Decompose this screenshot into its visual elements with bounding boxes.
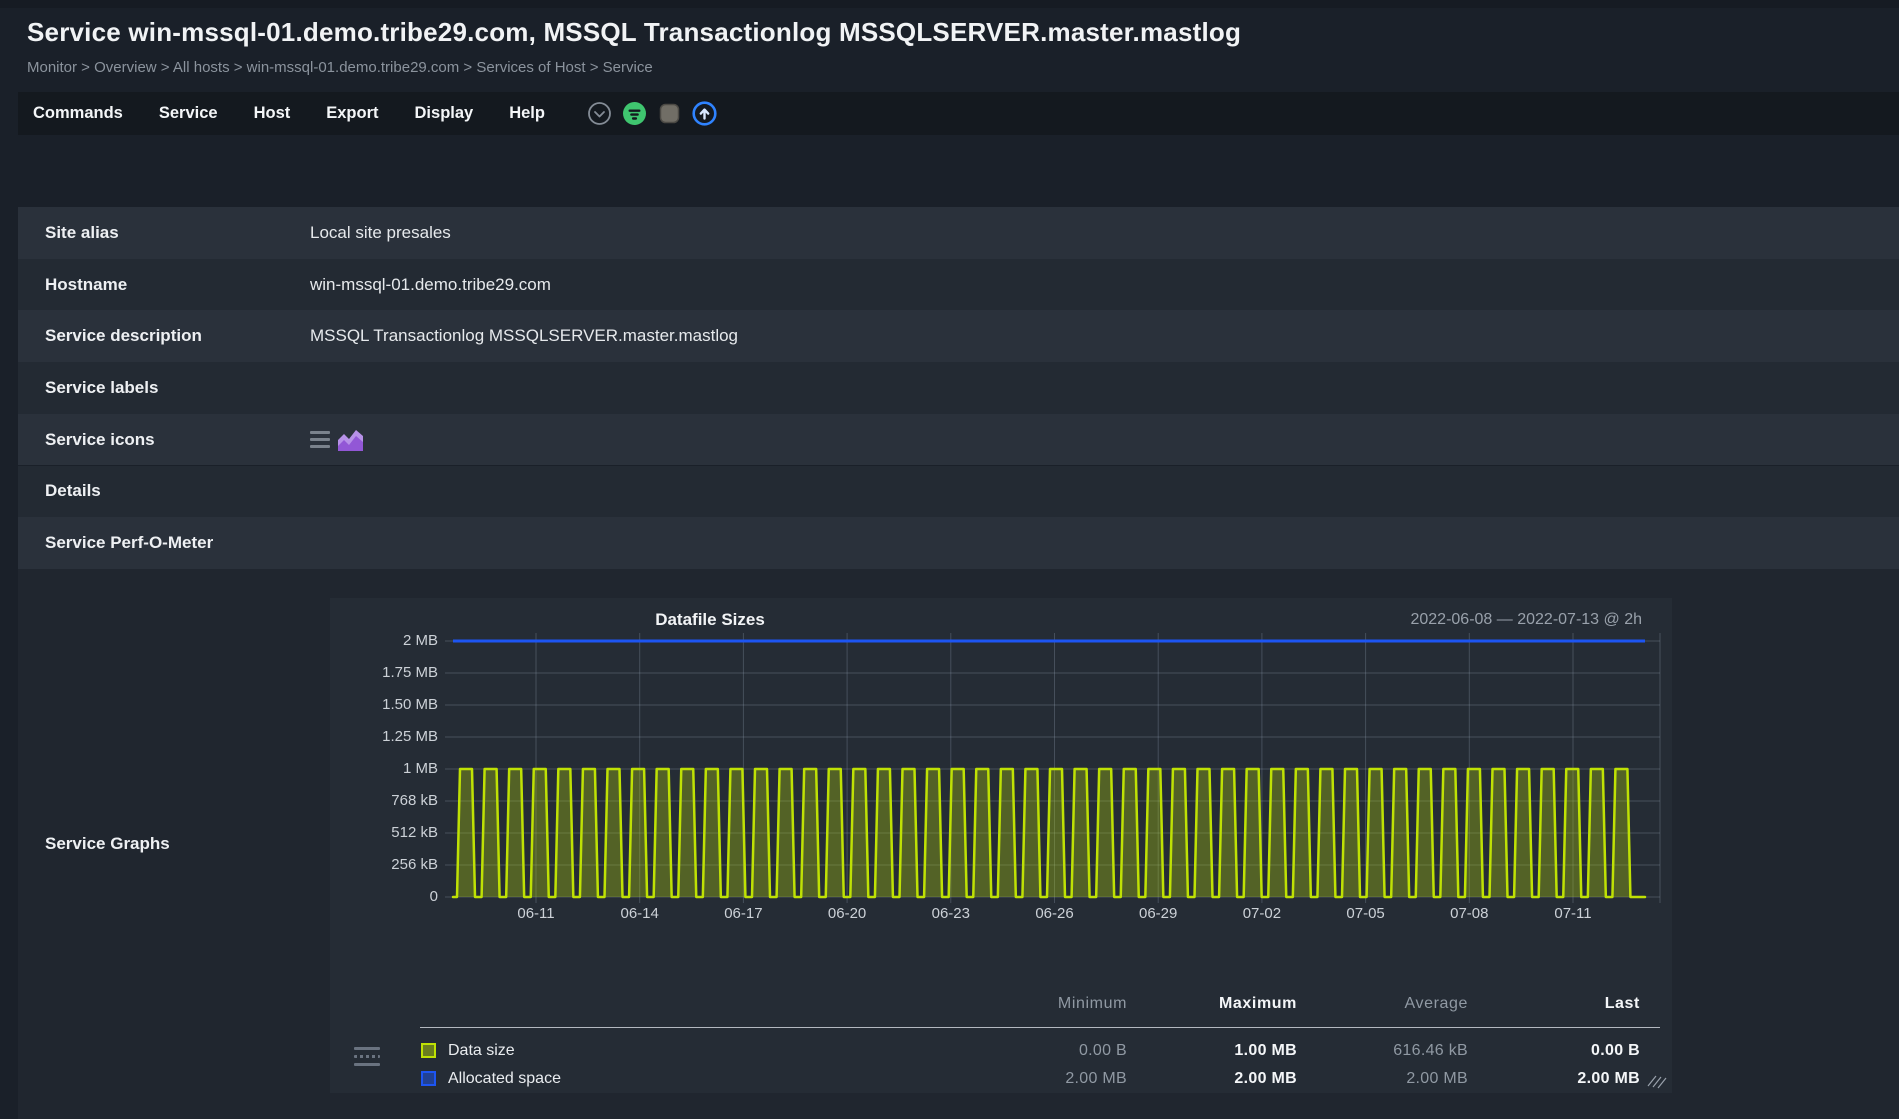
x-tick: 06-26	[1035, 905, 1074, 922]
row-value: win-mssql-01.demo.tribe29.com	[310, 274, 551, 294]
graph-title: Datafile Sizes	[655, 610, 765, 629]
row-label: Details	[45, 481, 101, 501]
filter-icon[interactable]	[622, 101, 647, 126]
y-tick: 768 kB	[391, 792, 438, 809]
row-label: Service description	[45, 326, 202, 346]
legend-value: 0.00 B	[1591, 1042, 1640, 1059]
y-tick: 256 kB	[391, 856, 438, 873]
legend-value: 616.46 kB	[1393, 1042, 1468, 1059]
menu-item-export[interactable]: Export	[326, 104, 379, 122]
y-tick: 1.25 MB	[382, 728, 438, 745]
allocated-space-swatch-icon	[421, 1071, 436, 1086]
x-tick: 06-20	[827, 905, 867, 922]
table-row: Service icons	[18, 413, 1899, 466]
legend-value: 1.00 MB	[1234, 1042, 1297, 1059]
breadcrumb[interactable]: Monitor > Overview > All hosts > win-mss…	[27, 59, 653, 76]
x-tick: 07-02	[1242, 905, 1282, 922]
x-tick: 07-08	[1450, 905, 1489, 922]
service-graph-icon[interactable]	[337, 427, 364, 452]
graph-panel: Datafile Sizes 2022-06-08 — 2022-07-13 @…	[330, 598, 1672, 1093]
legend-divider	[420, 1027, 1660, 1028]
menu-item-host[interactable]: Host	[253, 104, 291, 122]
y-tick: 2 MB	[402, 632, 438, 649]
x-tick: 06-17	[724, 905, 763, 922]
suggestions-toggle-icon[interactable]	[657, 101, 682, 126]
legend-col-maximum: Maximum	[1219, 995, 1297, 1012]
table-row: Details	[18, 465, 1899, 518]
scroll-to-top-icon[interactable]	[692, 101, 717, 126]
y-tick: 512 kB	[391, 824, 438, 841]
legend-value: 2.00 MB	[1234, 1070, 1297, 1087]
table-row: Hostname win-mssql-01.demo.tribe29.com	[18, 258, 1899, 311]
x-tick: 07-11	[1554, 905, 1592, 922]
legend-col-minimum: Minimum	[1057, 995, 1127, 1012]
legend-drag-handle-icon[interactable]	[354, 1047, 380, 1066]
menu-item-service[interactable]: Service	[158, 104, 218, 122]
service-menu-icon[interactable]	[310, 431, 330, 449]
x-tick: 06-29	[1139, 905, 1178, 922]
row-label: Service Graphs	[45, 834, 170, 853]
legend-col-average: Average	[1404, 995, 1468, 1012]
menu-item-commands[interactable]: Commands	[33, 104, 123, 122]
menu-item-display[interactable]: Display	[414, 104, 474, 122]
y-tick: 1.75 MB	[382, 664, 438, 681]
service-graph-canvas[interactable]	[330, 598, 1672, 1093]
y-tick: 1 MB	[402, 760, 438, 777]
collapse-menu-icon[interactable]	[587, 101, 612, 126]
graph-resize-grip-icon[interactable]	[1646, 1069, 1670, 1089]
x-tick: 06-14	[620, 905, 659, 922]
table-row: Service labels	[18, 362, 1899, 414]
menubar: Commands Service Host Export Display Hel…	[18, 92, 1899, 135]
row-label: Hostname	[45, 274, 128, 294]
y-tick: 1.50 MB	[382, 696, 438, 713]
legend-value: 0.00 B	[1078, 1042, 1127, 1059]
legend-value: 2.00 MB	[1406, 1070, 1468, 1087]
y-tick: 0	[429, 888, 438, 905]
legend-value: 2.00 MB	[1065, 1070, 1127, 1087]
page-title: Service win-mssql-01.demo.tribe29.com, M…	[27, 17, 1242, 47]
row-value: MSSQL Transactionlog MSSQLSERVER.master.…	[310, 326, 739, 346]
legend-series-name: Allocated space	[448, 1070, 561, 1087]
graph-time-range: 2022-06-08 — 2022-07-13 @ 2h	[1410, 611, 1642, 628]
x-tick: 06-11	[517, 905, 555, 922]
row-value: Local site presales	[310, 222, 451, 242]
window-top-strip	[0, 0, 1899, 8]
legend-value: 2.00 MB	[1577, 1070, 1640, 1087]
row-label: Service Perf-O-Meter	[45, 533, 214, 553]
table-row: Site alias Local site presales	[18, 207, 1899, 259]
row-label: Service icons	[45, 429, 155, 449]
row-label: Site alias	[45, 222, 119, 242]
row-value	[310, 427, 364, 452]
menu-item-help[interactable]: Help	[509, 104, 545, 122]
table-row: Service Perf-O-Meter	[18, 517, 1899, 569]
data-size-swatch-icon	[421, 1043, 436, 1058]
row-label: Service labels	[45, 377, 159, 397]
x-tick: 06-23	[931, 905, 970, 922]
legend-col-last: Last	[1604, 995, 1640, 1012]
x-tick: 07-05	[1346, 905, 1385, 922]
table-row: Service description MSSQL Transactionlog…	[18, 310, 1899, 363]
legend-series-name: Data size	[448, 1042, 515, 1059]
